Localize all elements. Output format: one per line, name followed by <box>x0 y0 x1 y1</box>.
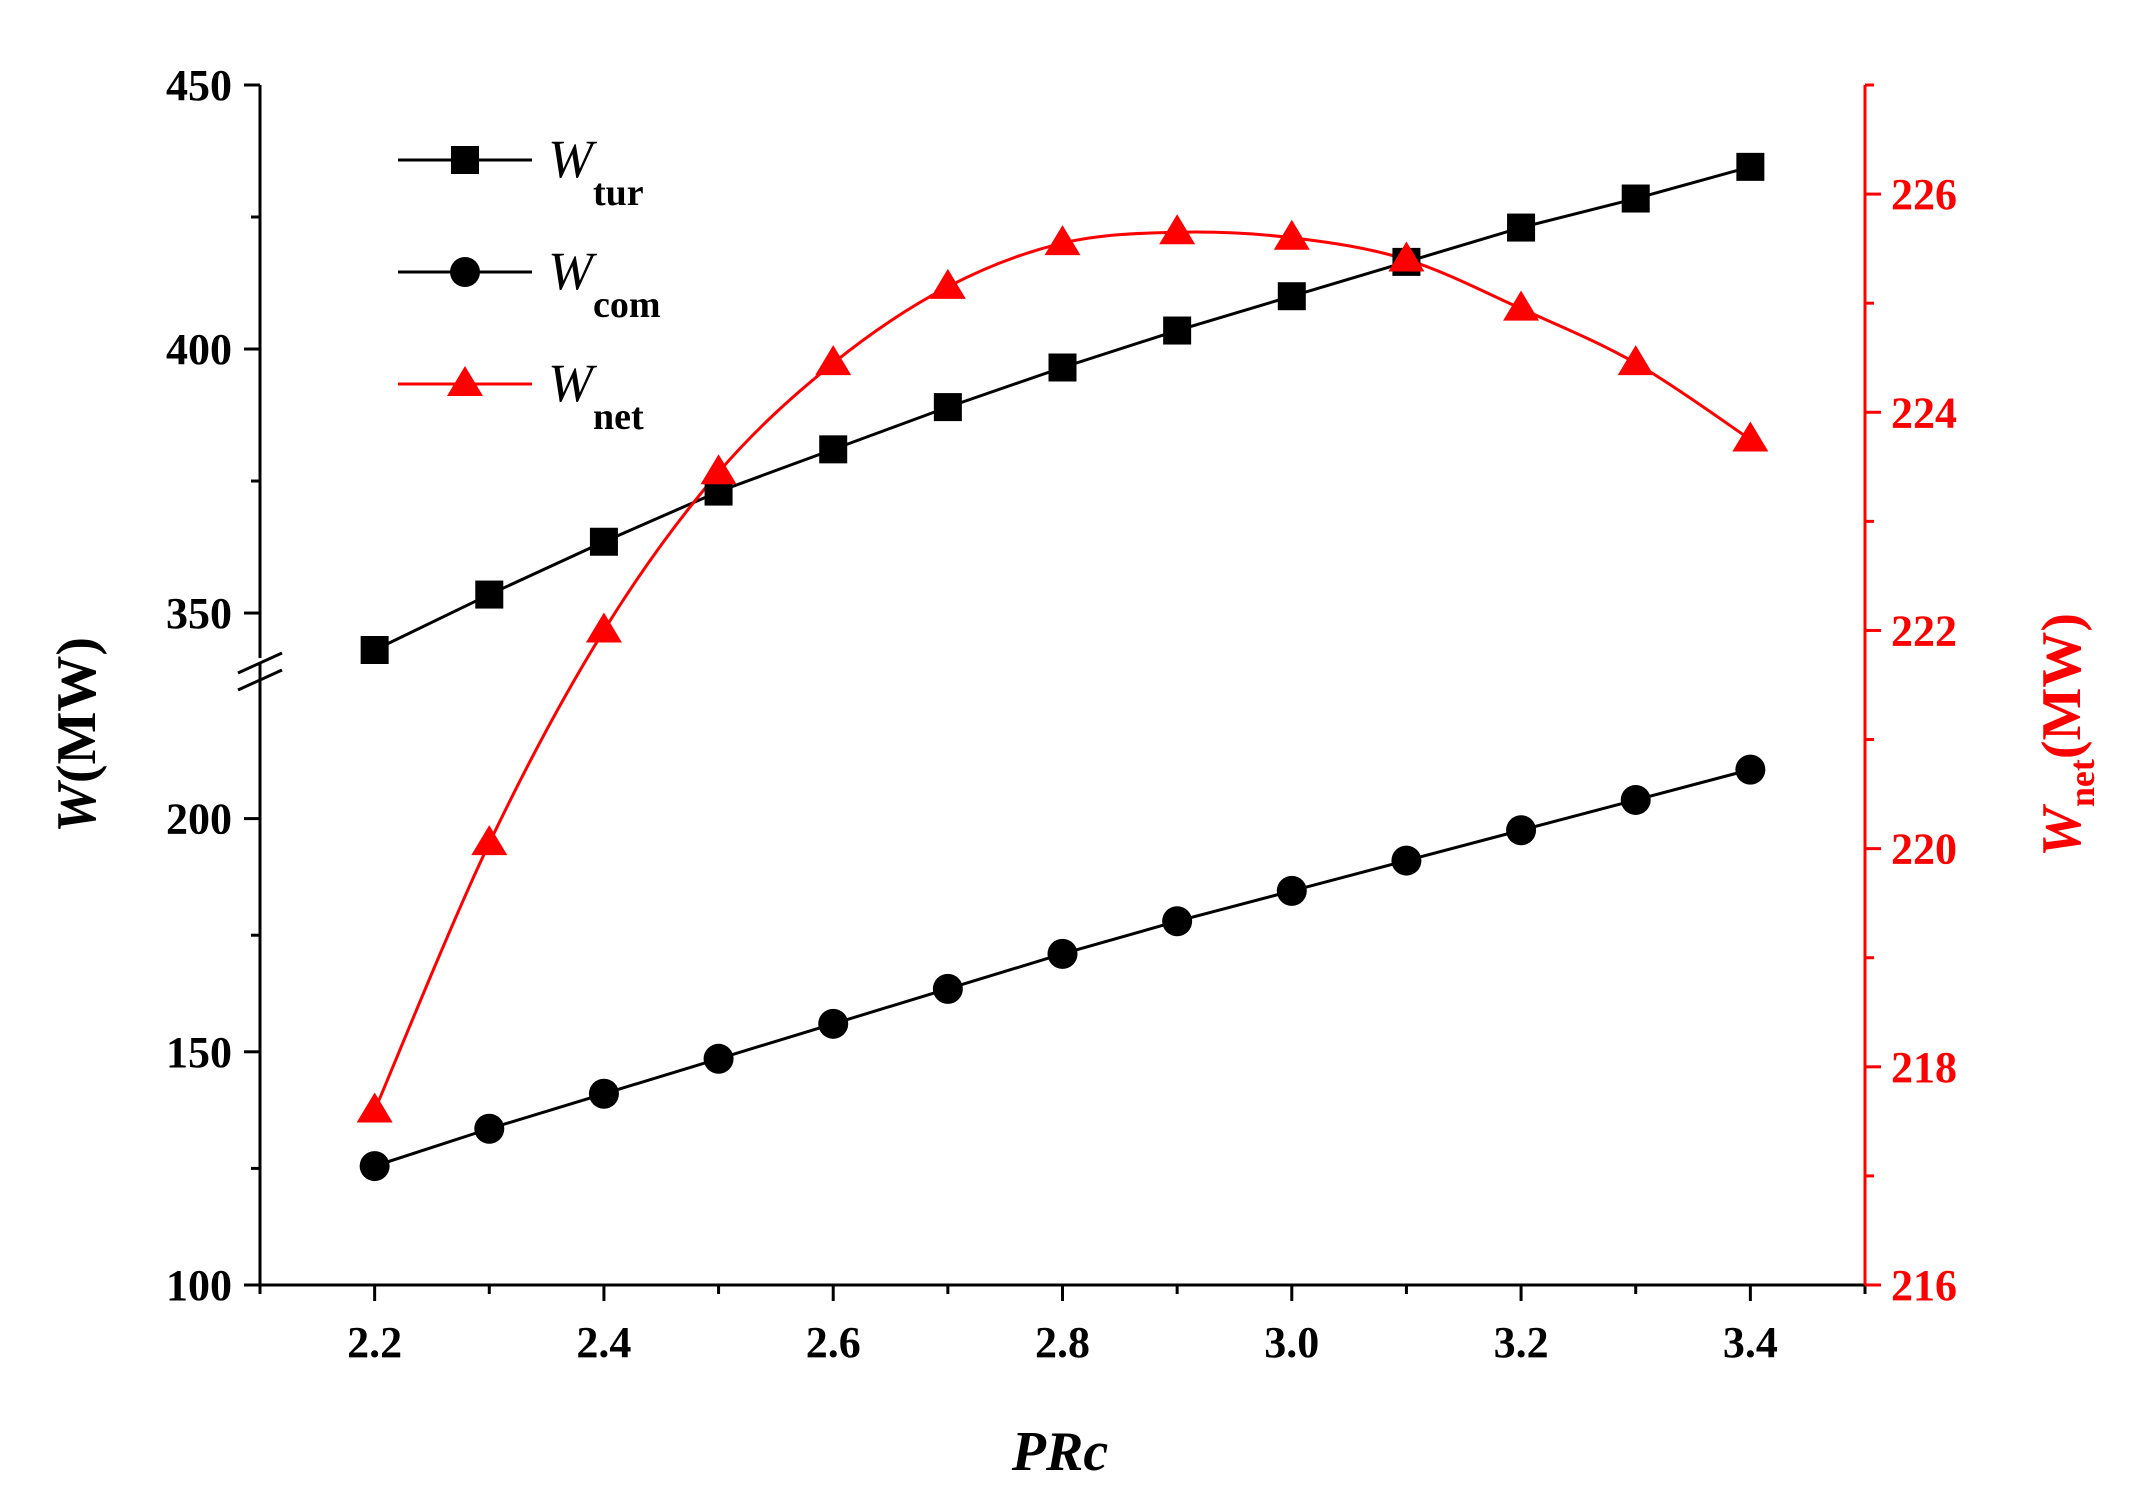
data-point-w-tur <box>589 527 618 556</box>
legend-label-w-net: Wnet <box>548 353 644 438</box>
data-point-w-net <box>1159 214 1196 245</box>
right-axis-title: Wnet(MW) <box>2031 613 2102 857</box>
right-axis-title-unit: (MW) <box>2031 613 2093 759</box>
left-axis-title-main: W <box>46 779 108 833</box>
right-tick-label: 224 <box>1891 388 1957 437</box>
left-axis-title-unit: (MW) <box>46 637 108 783</box>
right-tick-label: 216 <box>1891 1261 1957 1310</box>
data-point-w-tur <box>933 393 962 422</box>
data-point-w-com <box>474 1113 505 1144</box>
x-tick-label: 3.0 <box>1264 1318 1319 1367</box>
legend-item-w-tur: Wtur <box>398 129 644 214</box>
right-tick-label: 226 <box>1891 170 1957 219</box>
data-point-w-tur <box>360 636 389 664</box>
legend-item-w-com: Wcom <box>398 241 661 326</box>
data-point-w-tur <box>1277 282 1306 311</box>
data-point-w-net <box>815 345 852 376</box>
right-axis-title-sub: net <box>2062 759 2102 807</box>
data-point-w-com <box>1162 906 1193 937</box>
data-point-w-com <box>1047 938 1078 969</box>
data-point-w-net <box>1044 225 1081 256</box>
data-point-w-net <box>700 454 737 485</box>
legend: Wtur Wcom Wnet <box>398 129 661 438</box>
left-tick-label: 150 <box>166 1028 232 1077</box>
data-point-w-com <box>1620 784 1651 815</box>
data-point-w-com <box>1735 754 1766 785</box>
left-tick-label: 400 <box>166 325 232 374</box>
left-tick-label: 450 <box>166 61 232 110</box>
left-tick-label: 350 <box>166 589 232 638</box>
x-tick-label: 2.4 <box>576 1318 631 1367</box>
data-point-w-com <box>359 1151 390 1182</box>
left-axis-title: W(MW) <box>46 637 108 833</box>
data-point-w-com <box>1506 815 1537 846</box>
x-axis-title: PRc <box>1011 1421 1109 1483</box>
axis-break-mark <box>237 651 283 675</box>
legend-marker-triangle <box>447 366 483 396</box>
legend-label-w-tur-main: W <box>548 129 598 189</box>
series-markers <box>356 152 1769 1182</box>
data-point-w-net <box>471 825 508 856</box>
data-point-w-com <box>1276 875 1307 906</box>
data-point-w-tur <box>1736 152 1765 181</box>
legend-label-w-tur-sub: tur <box>593 172 644 214</box>
right-axis-title-main: W <box>2031 803 2093 857</box>
data-point-w-com <box>818 1008 849 1039</box>
data-point-w-net <box>1388 241 1425 272</box>
data-point-w-net <box>1273 219 1310 250</box>
right-tick-label: 222 <box>1891 606 1957 655</box>
data-point-w-net <box>585 612 622 643</box>
data-point-w-net <box>1732 421 1769 452</box>
left-tick-label: 100 <box>166 1261 232 1310</box>
x-tick-label: 2.8 <box>1035 1318 1090 1367</box>
axis-ticks: 2.2 2.4 2.6 2.8 3.0 3.2 3.4 100 150 200 350 400 450 2… <box>166 61 1957 1367</box>
data-point-w-com <box>932 973 963 1004</box>
data-point-w-net <box>1617 345 1654 376</box>
right-tick-label: 218 <box>1891 1043 1957 1092</box>
data-point-w-com <box>1391 845 1422 876</box>
data-point-w-net <box>356 1092 393 1123</box>
x-tick-label: 3.4 <box>1723 1318 1778 1367</box>
data-point-w-tur <box>1507 213 1536 242</box>
x-tick-label: 3.2 <box>1494 1318 1549 1367</box>
legend-marker-square <box>451 146 479 174</box>
legend-label-w-net-main: W <box>548 353 598 413</box>
data-point-w-tur <box>1048 353 1077 382</box>
left-tick-label: 200 <box>166 795 232 844</box>
data-point-w-net <box>1503 290 1540 321</box>
axis-break-mark <box>237 668 283 692</box>
legend-marker-circle <box>450 257 480 287</box>
legend-label-w-tur: Wtur <box>548 129 644 214</box>
data-point-w-tur <box>1163 316 1192 345</box>
data-point-w-tur <box>1621 184 1650 213</box>
right-tick-label: 220 <box>1891 825 1957 874</box>
legend-label-w-com-main: W <box>548 241 598 301</box>
x-tick-label: 2.6 <box>806 1318 861 1367</box>
legend-label-w-net-sub: net <box>593 396 644 438</box>
legend-label-w-com: Wcom <box>548 241 661 326</box>
data-point-w-net <box>929 268 966 299</box>
legend-label-w-com-sub: com <box>593 284 661 326</box>
data-point-w-com <box>588 1078 619 1109</box>
x-tick-label: 2.2 <box>347 1318 402 1367</box>
legend-item-w-net: Wnet <box>398 353 644 438</box>
data-point-w-com <box>703 1043 734 1074</box>
data-point-w-tur <box>475 580 504 609</box>
data-point-w-tur <box>819 435 848 464</box>
